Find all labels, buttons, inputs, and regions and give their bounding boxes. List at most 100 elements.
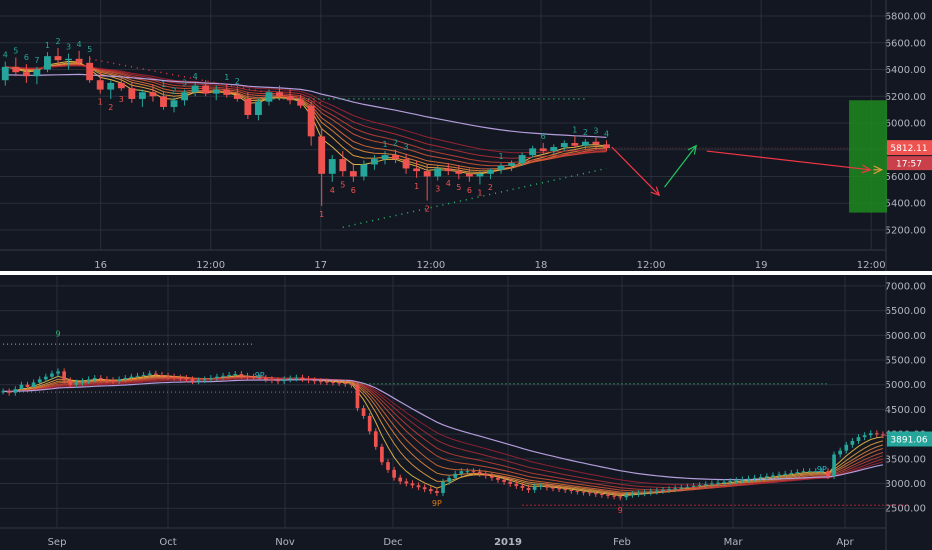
bottom-candle-body: [716, 482, 720, 484]
top-candle-body: [571, 143, 579, 146]
bottom-candle-body: [398, 477, 403, 482]
bottom-candle-body: [746, 478, 751, 480]
countdown-label: 17:57: [896, 160, 922, 170]
bottom-candle-body: [557, 488, 561, 490]
bottom-candle-body: [783, 473, 788, 475]
bottom-candle-body: [361, 408, 366, 416]
bottom-candle-body: [532, 486, 537, 490]
bottom-x-tick-label: Mar: [724, 537, 744, 548]
bottom-candle-body: [752, 477, 757, 479]
top-candle-body: [170, 100, 178, 107]
top-candle-body: [518, 155, 526, 164]
top-sequential-count-label: 1: [477, 188, 482, 197]
bottom-ema-ribbon-line: [3, 376, 884, 494]
bottom-candle-body: [514, 483, 519, 486]
bottom-candle-body: [343, 382, 348, 384]
top-candle-body: [307, 105, 315, 137]
bottom-candle-body: [868, 433, 873, 436]
bottom-candle-body: [520, 485, 525, 488]
top-sequential-count-label: 1: [382, 140, 387, 149]
top-candle-body: [539, 148, 547, 152]
top-candle-body: [117, 82, 125, 89]
top-candle-body: [202, 85, 210, 94]
target-zone-box: [849, 100, 888, 213]
top-candle-body: [592, 141, 600, 145]
bottom-candle-body: [710, 483, 714, 485]
bottom-candle-body: [233, 374, 238, 376]
projection-arrow-down: [611, 146, 660, 196]
bottom-candle-body: [62, 371, 66, 381]
top-sequential-count-label: 3: [404, 143, 409, 152]
projection-arrow-long: [706, 150, 871, 171]
top-candle-body: [138, 92, 146, 99]
panel-separator[interactable]: [0, 271, 932, 275]
top-candle-body: [286, 96, 294, 101]
top-candle-body: [276, 92, 283, 97]
top-candle-body: [128, 88, 136, 99]
top-sequential-count-label: 1: [319, 210, 324, 219]
top-candle-body: [254, 101, 262, 115]
bottom-candle-body: [202, 379, 207, 381]
bottom-candle-body: [875, 433, 879, 435]
top-y-tick-label: 6800.00: [885, 12, 926, 23]
top-sequential-count-label: 6: [467, 186, 472, 195]
bottom-setup-label: 9P: [817, 465, 827, 474]
bottom-candle-body: [422, 487, 427, 490]
bottom-candle-body: [117, 379, 121, 382]
bottom-candle-body: [703, 484, 708, 486]
top-sequential-count-label: 2: [488, 183, 493, 192]
top-candle-body: [476, 173, 484, 177]
bottom-candle-body: [215, 376, 219, 379]
top-candle-body: [392, 155, 399, 160]
bottom-candle-body: [661, 489, 665, 491]
top-sequential-count-label: 1: [45, 41, 50, 50]
bottom-candle-body: [820, 471, 824, 473]
top-ema-ribbon-line: [5, 65, 607, 154]
bottom-candle-body: [807, 471, 812, 473]
bottom-candle-body: [575, 490, 580, 492]
bottom-candle-body: [771, 475, 775, 477]
bottom-candle-body: [380, 446, 384, 463]
bottom-candle-body: [331, 382, 335, 384]
top-dotted-trend-green: [342, 167, 607, 229]
bottom-x-tick-label: Apr: [836, 537, 854, 548]
bottom-candle-body: [447, 477, 451, 482]
bottom-candle-body: [270, 379, 274, 381]
top-x-tick-label: 12:00: [637, 260, 666, 271]
bottom-candle-body: [141, 374, 146, 376]
bottom-candle-body: [459, 471, 464, 474]
bottom-candle-body: [655, 490, 659, 492]
bottom-setup-label: 9: [618, 506, 623, 515]
bottom-x-tick-label: Oct: [159, 537, 176, 548]
bottom-candle-body: [789, 472, 794, 474]
bottom-candle-body: [483, 473, 488, 476]
top-sequential-count-label: 3: [435, 184, 440, 193]
bottom-candle-body: [1, 391, 5, 393]
top-sequential-count-label: 4: [446, 179, 451, 188]
countdown-tag: [887, 156, 932, 171]
bottom-y-tick-label: 3500.00: [885, 454, 926, 465]
bottom-candle-body: [263, 378, 268, 380]
top-y-tick-label: 5400.00: [885, 199, 926, 210]
top-candle-body: [65, 58, 72, 61]
bottom-candle-body: [777, 474, 781, 476]
bottom-candle-body: [538, 485, 543, 487]
bottom-candle-body: [862, 435, 867, 438]
bottom-price-panel[interactable]: 7000.00 6500.00 6000.00 5500.00 5000.00 4500.…: [0, 276, 932, 550]
bottom-candle-body: [294, 377, 299, 379]
top-sequential-count-label: 4: [604, 129, 609, 138]
bottom-candle-body: [490, 475, 494, 478]
top-sequential-count-label: 1: [98, 98, 103, 107]
bottom-candle-body: [563, 489, 568, 491]
bottom-candle-body: [373, 431, 378, 447]
top-price-panel[interactable]: 6800.006600.006400.006200.006000.005800.…: [0, 0, 932, 271]
bottom-ema-ribbon-line: [3, 377, 884, 489]
bottom-candle-body: [722, 481, 726, 483]
top-x-tick-label: 19: [755, 260, 768, 271]
bottom-candle-body: [68, 380, 73, 385]
bottom-candle-body: [765, 476, 769, 478]
bottom-candle-body: [135, 375, 140, 377]
top-sequential-count-label: 6: [24, 53, 29, 62]
bottom-candle-body: [178, 377, 183, 379]
